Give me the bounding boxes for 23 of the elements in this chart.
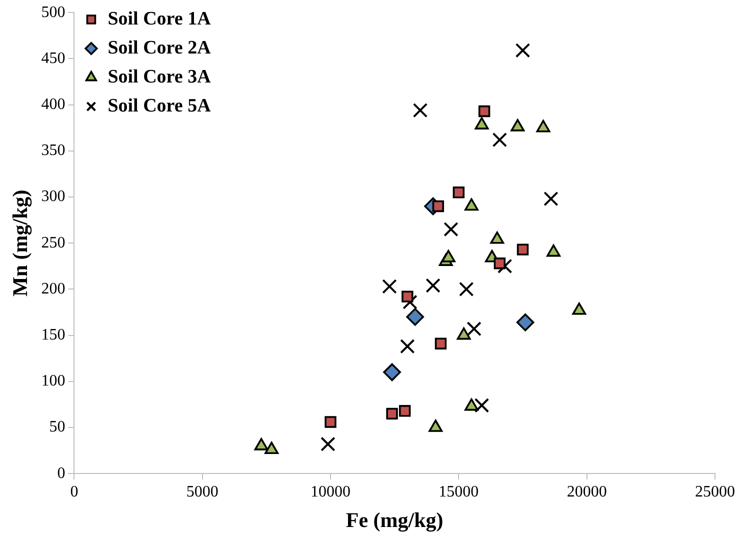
y-tick-label: 150 xyxy=(41,326,66,344)
y-tick-label: 400 xyxy=(41,96,66,114)
x-tick-label: 15000 xyxy=(438,483,479,500)
x-tick-label: 0 xyxy=(70,483,78,500)
y-tick-label: 450 xyxy=(41,50,66,67)
y-tick-label: 350 xyxy=(41,142,66,160)
y-tick-label: 50 xyxy=(49,418,66,436)
y-axis-title: Mn (mg/kg) xyxy=(8,190,32,296)
y-tick-label: 200 xyxy=(41,280,66,298)
x-tick-label: 20000 xyxy=(566,483,607,500)
legend-label: Soil Core 1A xyxy=(108,8,212,30)
y-tick-label: 0 xyxy=(57,464,66,482)
legend-label: Soil Core 5A xyxy=(108,95,212,116)
x-axis-title: Fe (mg/kg) xyxy=(346,508,444,532)
y-tick-label: 500 xyxy=(41,4,66,21)
y-tick-label: 100 xyxy=(41,372,66,390)
y-tick-label: 300 xyxy=(41,188,66,206)
x-tick-label: 5000 xyxy=(186,483,218,500)
x-tick-label: 25000 xyxy=(695,483,735,500)
y-tick-label: 250 xyxy=(41,234,66,252)
legend-label: Soil Core 2A xyxy=(108,37,212,58)
legend-label: Soil Core 3A xyxy=(108,66,212,88)
x-tick-label: 10000 xyxy=(310,483,351,500)
